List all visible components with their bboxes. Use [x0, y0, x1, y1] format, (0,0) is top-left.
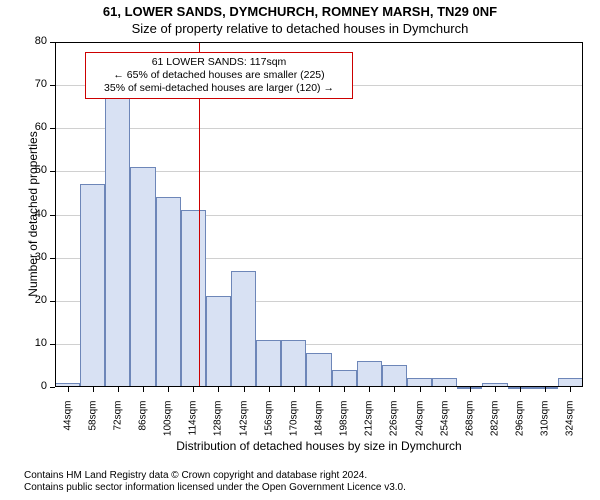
xtick-mark [369, 387, 370, 392]
x-axis-label: Distribution of detached houses by size … [55, 439, 583, 453]
annotation-line: ← 65% of detached houses are smaller (22… [92, 69, 346, 82]
ytick-label: 80 [25, 35, 47, 47]
xtick-mark [394, 387, 395, 392]
xtick-mark [344, 387, 345, 392]
xtick-mark [319, 387, 320, 392]
xtick-mark [244, 387, 245, 392]
ytick-label: 0 [25, 380, 47, 392]
ytick-label: 10 [25, 337, 47, 349]
xtick-mark [545, 387, 546, 392]
xtick-mark [294, 387, 295, 392]
xtick-mark [495, 387, 496, 392]
xtick-mark [218, 387, 219, 392]
ytick-mark [50, 387, 55, 388]
y-axis-label: Number of detached properties [26, 114, 40, 314]
chart-container: 61, LOWER SANDS, DYMCHURCH, ROMNEY MARSH… [0, 0, 600, 500]
annotation-box: 61 LOWER SANDS: 117sqm← 65% of detached … [85, 52, 353, 99]
xtick-mark [445, 387, 446, 392]
xtick-mark [420, 387, 421, 392]
xtick-mark [93, 387, 94, 392]
xtick-mark [168, 387, 169, 392]
xtick-mark [193, 387, 194, 392]
attribution-line-2: Contains public sector information licen… [24, 482, 406, 494]
ytick-label: 70 [25, 78, 47, 90]
xtick-mark [269, 387, 270, 392]
xtick-mark [520, 387, 521, 392]
xtick-mark [470, 387, 471, 392]
xtick-mark [118, 387, 119, 392]
annotation-line: 35% of semi-detached houses are larger (… [92, 82, 346, 95]
xtick-mark [68, 387, 69, 392]
attribution-text: Contains HM Land Registry data © Crown c… [24, 470, 406, 494]
page-subtitle: Size of property relative to detached ho… [0, 21, 600, 38]
xtick-mark [143, 387, 144, 392]
annotation-line: 61 LOWER SANDS: 117sqm [92, 56, 346, 69]
attribution-line-1: Contains HM Land Registry data © Crown c… [24, 470, 406, 482]
xtick-mark [570, 387, 571, 392]
page-title: 61, LOWER SANDS, DYMCHURCH, ROMNEY MARSH… [0, 4, 600, 21]
